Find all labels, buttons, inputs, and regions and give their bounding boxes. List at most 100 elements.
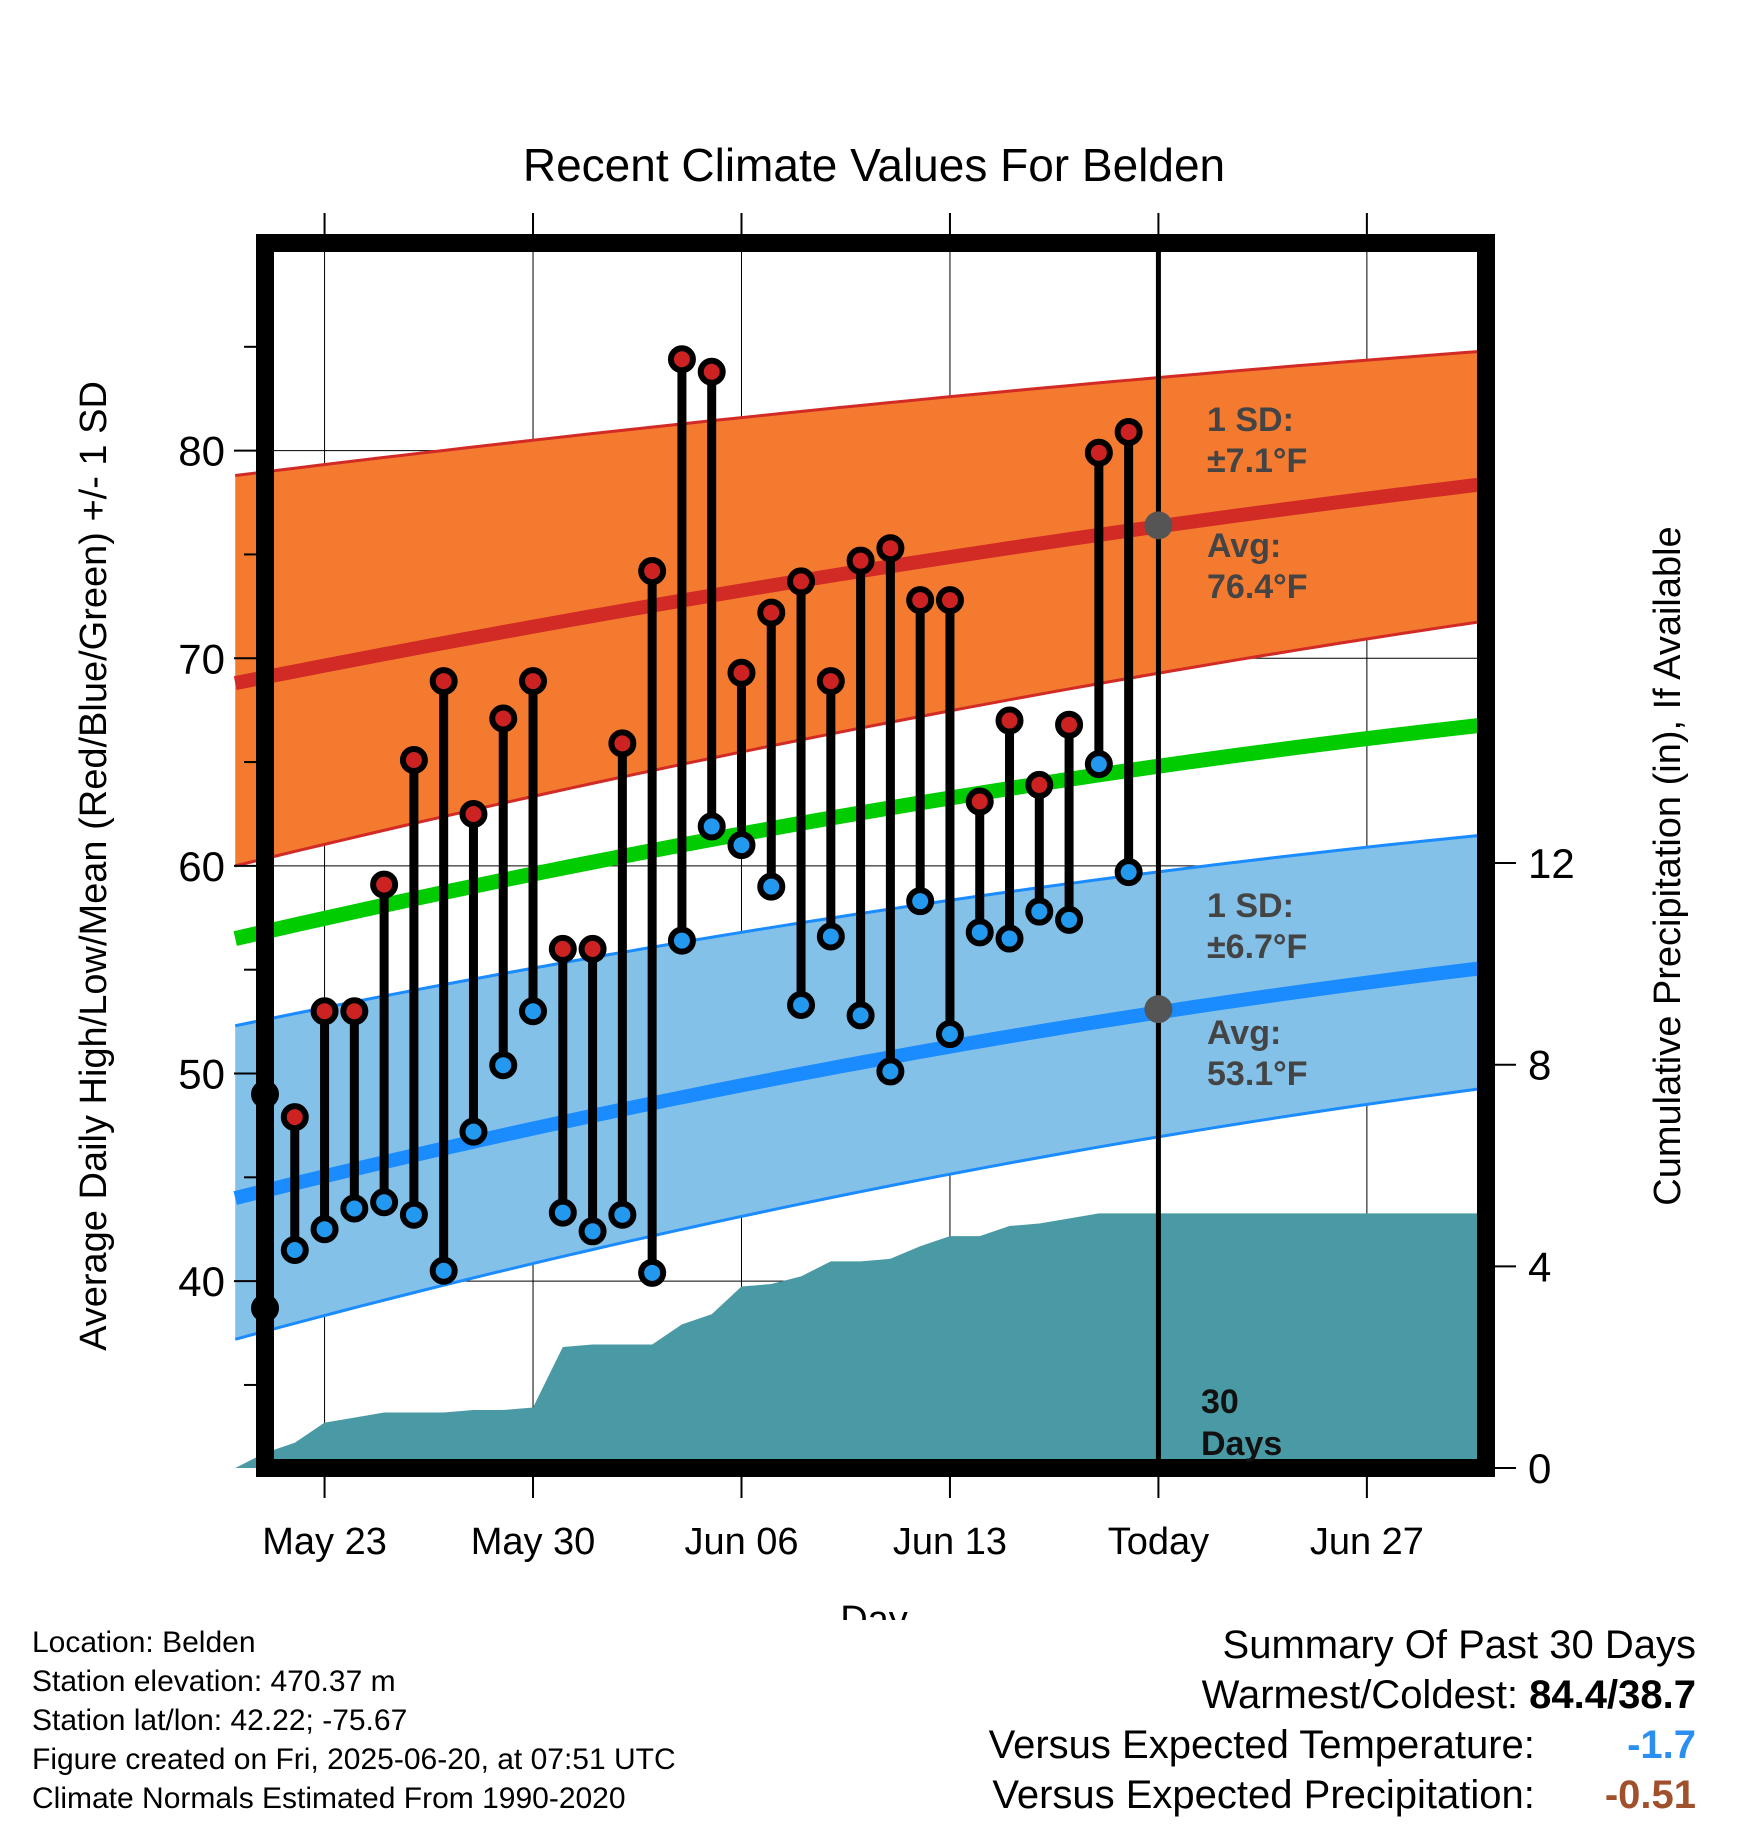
daily-high-point — [1084, 438, 1113, 467]
daily-low-point — [578, 1217, 607, 1246]
low-sd-value: ±6.7°F — [1207, 928, 1307, 966]
daily-low-point — [816, 922, 845, 951]
x-tick-label: Jun 27 — [1310, 1521, 1424, 1563]
y2-tick-label: 8 — [1528, 1042, 1551, 1089]
y2-tick-label: 12 — [1528, 840, 1575, 887]
daily-high-point — [846, 546, 875, 575]
daily-low-point — [846, 1001, 875, 1030]
x-tick-label: May 23 — [262, 1521, 387, 1563]
daily-low-point — [489, 1051, 518, 1080]
info-location: Location: Belden — [32, 1626, 256, 1659]
y-tick-label: 50 — [178, 1051, 225, 1098]
daily-values-layer — [251, 345, 1143, 1323]
y-tick-label: 70 — [178, 635, 225, 682]
daily-low-point — [1084, 750, 1113, 779]
daily-low-point — [638, 1258, 667, 1287]
high-sd-label: 1 SD: — [1207, 401, 1294, 439]
x-tick-label: Today — [1108, 1521, 1209, 1563]
daily-low-point — [280, 1235, 309, 1264]
daily-low-point — [965, 918, 994, 947]
x-axis-label: Day — [840, 1599, 908, 1620]
window-label-number: 30 — [1201, 1383, 1239, 1421]
daily-high-point — [638, 557, 667, 586]
annotation-group: 1 SD: ±7.1°F Avg: 76.4°F 1 SD: ±6.7°F Av… — [1201, 401, 1308, 1463]
daily-low-point — [787, 990, 816, 1019]
low-avg-label: Avg: — [1207, 1014, 1281, 1052]
daily-low-point — [310, 1215, 339, 1244]
summary-warmest-row: Warmest/Coldest: 84.4/38.7 — [989, 1670, 1696, 1720]
high-avg-value: 76.4°F — [1207, 568, 1308, 606]
daily-high-point — [667, 345, 696, 374]
daily-high-point — [429, 667, 458, 696]
y-tick-label: 60 — [178, 843, 225, 890]
daily-low-point — [399, 1200, 428, 1229]
summary-warmest-label: Warmest/Coldest: — [1201, 1673, 1519, 1717]
daily-high-point — [608, 729, 637, 758]
daily-high-point — [1055, 710, 1084, 739]
axes-layer: 40 50 60 70 80 0 4 8 12 May 23 May 30 Jun 06 Jun 13 T… — [178, 213, 1575, 1563]
daily-low-point — [608, 1200, 637, 1229]
daily-low-point — [727, 831, 756, 860]
low-avg-value: 53.1°F — [1207, 1055, 1308, 1093]
daily-high-point — [935, 586, 964, 615]
daily-high-point — [1025, 770, 1054, 799]
climate-chart: 40 50 60 70 80 0 4 8 12 May 23 May 30 Jun 06 Jun 13 T… — [73, 139, 1689, 1620]
y-axis-label: Average Daily High/Low/Mean (Red/Blue/Gr… — [73, 381, 115, 1351]
info-normals: Climate Normals Estimated From 1990-2020 — [32, 1782, 626, 1815]
info-latlon: Station lat/lon: 42.22; -75.67 — [32, 1704, 408, 1737]
high-sd-band-upper-edge — [235, 349, 1487, 478]
low-sd-band — [235, 834, 1487, 1340]
daily-high-point — [906, 586, 935, 615]
daily-high-point — [1114, 417, 1143, 446]
daily-high-point — [370, 870, 399, 899]
summary-warmest-value: 84.4/38.7 — [1529, 1673, 1696, 1717]
summary-precip-row: Versus Expected Precipitation: -0.51 — [989, 1770, 1696, 1820]
daily-high-point — [310, 997, 339, 1026]
daily-high-point — [965, 787, 994, 816]
low-sd-label: 1 SD: — [1207, 887, 1294, 925]
daily-low-point — [1025, 897, 1054, 926]
summary-temp-label: Versus Expected Temperature: — [988, 1723, 1535, 1767]
daily-low-point — [935, 1020, 964, 1049]
today-high-avg-marker — [1144, 511, 1173, 540]
precip-area — [235, 1213, 1487, 1468]
daily-low-point — [995, 924, 1024, 953]
today-low-avg-marker — [1144, 995, 1173, 1024]
y-tick-label: 40 — [178, 1258, 225, 1305]
low-sd-band-lower-edge — [234, 1086, 1487, 1341]
daily-low-point — [1114, 858, 1143, 887]
daily-low-point — [757, 872, 786, 901]
daily-high-point — [399, 745, 428, 774]
daily-low-point — [548, 1198, 577, 1227]
x-tick-label: Jun 06 — [684, 1521, 798, 1563]
daily-high-point — [995, 706, 1024, 735]
daily-low-point — [519, 997, 548, 1026]
daily-high-point — [519, 667, 548, 696]
daily-high-point — [578, 934, 607, 963]
daily-low-point — [906, 887, 935, 916]
daily-low-point — [697, 812, 726, 841]
daily-high-point — [787, 567, 816, 596]
high-sd-value: ±7.1°F — [1207, 442, 1307, 480]
daily-high-point — [697, 357, 726, 386]
summary-temp-value: -1.7 — [1627, 1723, 1696, 1767]
y-tick-label: 80 — [178, 428, 225, 475]
summary-temp-row: Versus Expected Temperature: -1.7 — [989, 1720, 1696, 1770]
y2-tick-label: 0 — [1528, 1445, 1551, 1492]
chart-title: Recent Climate Values For Belden — [523, 139, 1225, 191]
daily-low-point — [429, 1256, 458, 1285]
precip-area-layer — [235, 1213, 1487, 1468]
x-tick-label: May 30 — [471, 1521, 596, 1563]
x-tick-label: Jun 13 — [893, 1521, 1007, 1563]
daily-high-point — [816, 667, 845, 696]
y2-tick-label: 4 — [1528, 1243, 1551, 1290]
daily-high-point — [340, 997, 369, 1026]
daily-high-point — [489, 704, 518, 733]
daily-low-point — [667, 926, 696, 955]
summary-panel: Summary Of Past 30 Days Warmest/Coldest:… — [989, 1620, 1696, 1820]
daily-high-point — [757, 598, 786, 627]
daily-high-point — [459, 799, 488, 828]
daily-low-point — [1055, 905, 1084, 934]
plot-border — [256, 234, 1495, 1477]
today-layer — [1144, 243, 1173, 1468]
